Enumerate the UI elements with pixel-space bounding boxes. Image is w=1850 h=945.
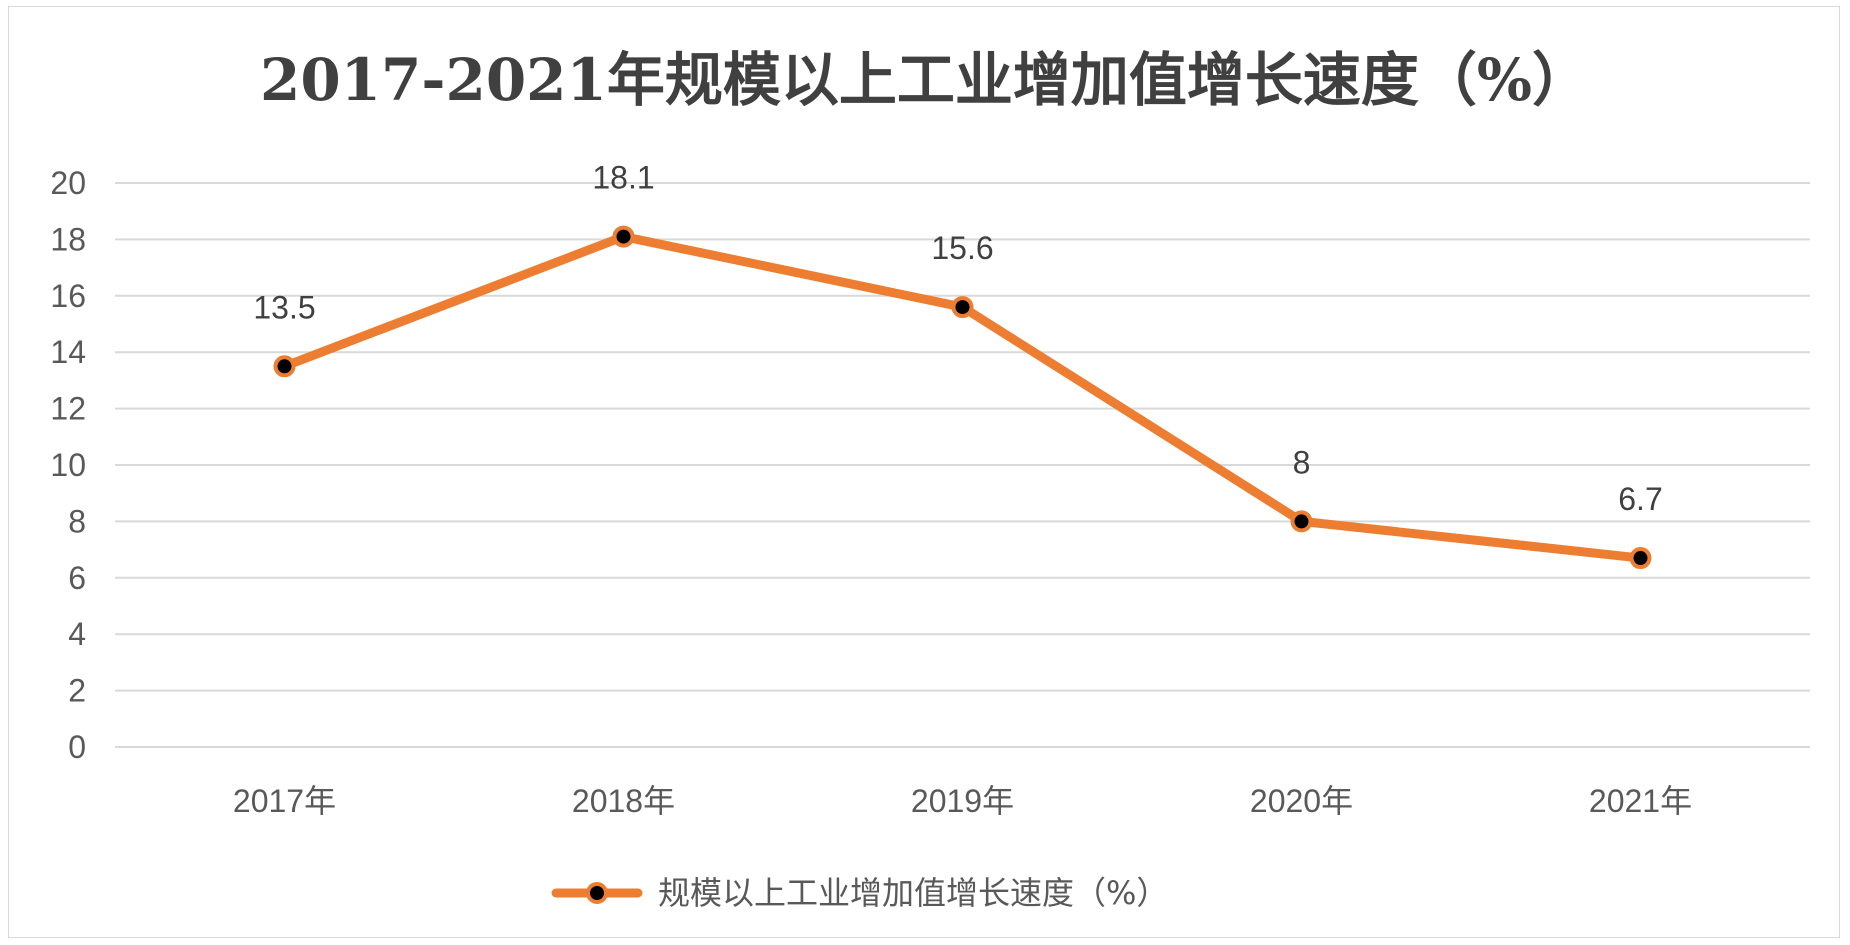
data-point[interactable]	[612, 225, 635, 248]
data-label: 13.5	[253, 289, 315, 325]
data-label: 8	[1293, 444, 1311, 480]
data-point[interactable]	[951, 296, 974, 319]
y-tick-label: 20	[50, 165, 86, 201]
y-tick-label: 10	[50, 447, 86, 483]
x-tick-label: 2020年	[1250, 783, 1353, 819]
data-label: 18.1	[592, 160, 654, 196]
data-labels: 13.5 18.1 15.6 8 6.7	[253, 160, 1662, 517]
y-tick-label: 4	[68, 616, 86, 652]
x-tick-label: 2021年	[1589, 783, 1692, 819]
data-point[interactable]	[273, 355, 296, 378]
chart-title: 2017-2021年规模以上工业增加值增长速度（%）	[260, 46, 1590, 114]
x-axis-ticks: 2017年 2018年 2019年 2020年 2021年	[233, 783, 1692, 819]
data-point[interactable]	[1290, 510, 1313, 533]
x-tick-label: 2018年	[572, 783, 675, 819]
chart-frame	[8, 6, 1840, 938]
legend-series-name: 规模以上工业增加值增长速度（%）	[658, 874, 1168, 912]
y-tick-label: 2	[68, 673, 86, 709]
y-tick-label: 0	[68, 729, 86, 765]
series-group	[273, 225, 1652, 570]
y-tick-label: 18	[50, 221, 86, 257]
y-tick-label: 6	[68, 560, 86, 596]
x-tick-label: 2017年	[233, 783, 336, 819]
data-label: 6.7	[1618, 481, 1662, 517]
data-label: 15.6	[931, 230, 993, 266]
legend-marker-swatch	[586, 882, 608, 904]
series-line	[280, 232, 1645, 563]
gridlines	[115, 182, 1810, 748]
y-tick-label: 8	[68, 503, 86, 539]
y-tick-label: 14	[50, 334, 86, 370]
y-tick-label: 16	[50, 278, 86, 314]
x-tick-label: 2019年	[911, 783, 1014, 819]
legend[interactable]: 规模以上工业增加值增长速度（%）	[551, 874, 1168, 912]
y-tick-label: 12	[50, 391, 86, 427]
y-axis-ticks: 0 2 4 6 8 10 12 14 16 18 20	[50, 165, 86, 765]
data-point[interactable]	[1629, 547, 1652, 570]
